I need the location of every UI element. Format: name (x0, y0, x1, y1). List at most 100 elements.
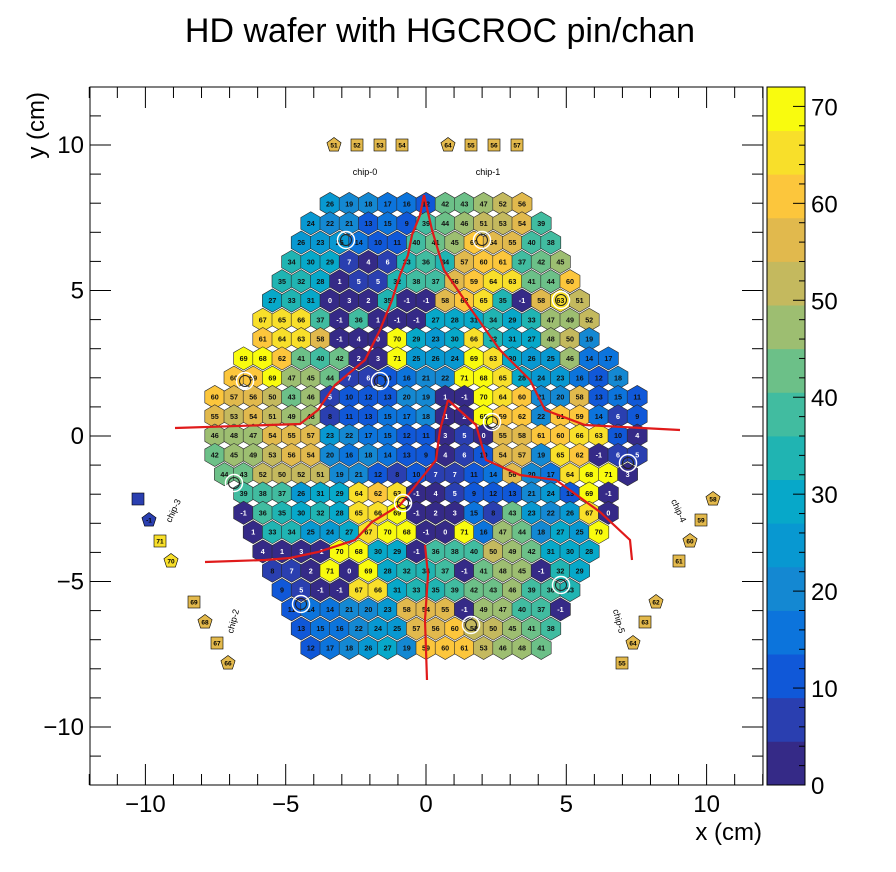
cell-label: 33 (412, 586, 420, 595)
pin-square (187, 595, 201, 609)
calib-marker-inner (465, 619, 477, 631)
cell-label: -1 (442, 412, 448, 421)
y-axis-label: y (cm) (23, 92, 50, 159)
cell-label: 10 (374, 238, 382, 247)
cell-label: 42 (528, 547, 536, 556)
cell-label: 29 (393, 547, 401, 556)
cell-label: 1 (376, 315, 380, 324)
cell-label: 44 (326, 373, 334, 382)
cell-label: 4 (261, 547, 265, 556)
cell-label: 42 (336, 354, 344, 363)
cell-label: 9 (635, 412, 639, 421)
cell-label: 24 (547, 489, 555, 498)
cell-label: 25 (393, 624, 401, 633)
colorbar-tick-label: 10 (811, 676, 838, 703)
cell-label: 15 (384, 431, 392, 440)
markers-layer (224, 230, 638, 635)
cell-label: 12 (595, 373, 603, 382)
y-tick-label: 10 (57, 132, 84, 159)
cell-label: 63 (393, 489, 401, 498)
cell-label: 1 (443, 393, 447, 402)
cell-label: 45 (556, 258, 564, 267)
cell-label: 4 (443, 451, 447, 460)
colorbar-band (767, 654, 805, 699)
cell-label: 13 (566, 489, 574, 498)
cell-label: 63 (489, 354, 497, 363)
cell-label: 66 (297, 315, 305, 324)
cell-label: 68 (259, 354, 267, 363)
pin-pentagon (648, 594, 664, 609)
cell-label: 48 (499, 566, 507, 575)
pin-label: 51 (330, 143, 338, 150)
cell-label: 1 (338, 277, 342, 286)
cell-label: 53 (230, 412, 238, 421)
cell-label: 63 (595, 431, 603, 440)
cell-label: 25 (547, 354, 555, 363)
cell-label: 65 (556, 451, 564, 460)
cell-label: 36 (547, 586, 555, 595)
cell-label: 71 (604, 470, 612, 479)
calib-marker-inner (228, 477, 240, 489)
cell-label: -1 (413, 547, 419, 556)
cell-label: -1 (423, 528, 429, 537)
cell-label: 56 (288, 451, 296, 460)
colorbar-band (767, 305, 805, 350)
cell-label: 23 (432, 335, 440, 344)
hex-cell (530, 211, 552, 236)
colorbar-tick-label: 30 (811, 482, 838, 509)
cell-label: 21 (537, 393, 545, 402)
cell-label: 62 (518, 412, 526, 421)
cell-label: 19 (345, 200, 353, 209)
calib-marker (224, 473, 244, 493)
cell-label: 26 (566, 508, 574, 517)
colorbar-band (767, 87, 805, 132)
cell-label: 4 (635, 431, 639, 440)
cell-label: 54 (268, 431, 276, 440)
cell-label: -1 (413, 508, 419, 517)
cell-label: 41 (297, 354, 305, 363)
cell-label: 0 (443, 528, 447, 537)
cell-label: 0 (376, 335, 380, 344)
calib-marker-inner (239, 375, 251, 387)
cell-label: 66 (470, 335, 478, 344)
pin-pentagon (440, 137, 456, 152)
cell-label: 47 (480, 200, 488, 209)
cell-label: 24 (537, 373, 545, 382)
cell-label: 15 (316, 624, 324, 633)
cell-label: 22 (441, 373, 449, 382)
cell-label: 58 (576, 393, 584, 402)
hex-cell (540, 616, 562, 641)
cell-label: 22 (547, 508, 555, 517)
cell-label: 52 (259, 470, 267, 479)
hex-cell (598, 500, 619, 525)
cell-label: 17 (326, 644, 334, 653)
cell-label: 41 (528, 277, 536, 286)
calib-marker (336, 230, 356, 250)
cell-label: 12 (307, 644, 315, 653)
cell-label: -1 (394, 315, 400, 324)
colorbar-band (767, 566, 805, 611)
cell-label: 9 (472, 489, 476, 498)
colorbar-band (767, 174, 805, 219)
cell-label: 5 (299, 586, 303, 595)
colorbar-band (767, 741, 805, 786)
colorbar-band (767, 261, 805, 306)
cell-label: 13 (595, 393, 603, 402)
cell-label: 58 (441, 296, 449, 305)
cell-label: 30 (297, 508, 305, 517)
colorbar-tick-label: 60 (811, 191, 838, 218)
cell-label: 70 (384, 528, 392, 537)
cell-label: 40 (518, 605, 526, 614)
cell-label: 5 (328, 393, 332, 402)
cell-label: 16 (403, 200, 411, 209)
cell-label: 12 (489, 489, 497, 498)
cell-label: 17 (403, 412, 411, 421)
cell-label: 33 (528, 315, 536, 324)
cell-label: 19 (537, 451, 545, 460)
pin-pentagon (220, 655, 236, 670)
cell-label: 68 (403, 528, 411, 537)
cell-label: 2 (462, 412, 466, 421)
cell-label: 69 (480, 412, 488, 421)
cell-label: 5 (357, 277, 361, 286)
